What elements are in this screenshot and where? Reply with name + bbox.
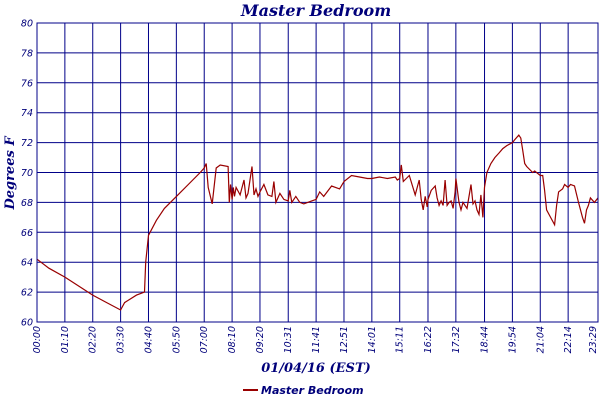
x-axis-label: 01/04/16 (EST) [261, 361, 371, 376]
y-tick-label: 62 [21, 288, 33, 299]
x-tick-label: 12:51 [339, 326, 350, 353]
plot-frame [36, 22, 599, 323]
x-tick-label: 19:54 [507, 326, 518, 353]
legend: Master Bedroom [243, 384, 364, 397]
x-tick-label: 04:40 [143, 326, 154, 353]
x-tick-label: 08:10 [227, 326, 238, 353]
y-tick-label: 68 [21, 198, 33, 209]
x-tick-label: 23:29 [588, 326, 599, 353]
x-tick-label: 01:10 [60, 326, 71, 353]
x-tick-label: 17:32 [451, 326, 462, 353]
x-tick-label: 02:20 [88, 326, 99, 353]
legend-label: Master Bedroom [261, 384, 364, 397]
x-tick-label: 03:30 [116, 326, 127, 353]
x-tick-label: 00:00 [32, 326, 43, 353]
y-tick-label: 64 [21, 258, 33, 269]
x-tick-label: 09:20 [255, 326, 266, 353]
y-tick-label: 78 [21, 48, 33, 59]
x-tick-labels: 00:00 01:10 02:20 03:30 04:40 05:50 07:00 08:10… [32, 326, 599, 353]
y-tick-label: 74 [21, 108, 33, 119]
x-tick-label: 22:14 [563, 326, 574, 353]
series-line-master-bedroom [36, 134, 599, 311]
x-tick-label: 07:00 [199, 326, 210, 353]
x-tick-label: 21:04 [535, 326, 546, 353]
x-tick-label: 15:11 [395, 326, 406, 353]
y-tick-label: 72 [21, 138, 33, 149]
y-tick-labels: 60 62 64 66 68 70 72 74 76 78 80 [21, 19, 33, 329]
x-tick-label: 10:31 [283, 326, 294, 353]
y-axis-label: Degrees F [3, 136, 18, 211]
y-tick-label: 76 [21, 78, 33, 89]
y-tick-label: 80 [21, 19, 33, 30]
x-tick-label: 18:44 [480, 326, 491, 353]
grid [36, 22, 599, 323]
chart-title: Master Bedroom [240, 1, 391, 20]
x-tick-label: 14:01 [367, 326, 378, 353]
x-tick-label: 16:22 [423, 326, 434, 353]
y-tick-label: 66 [21, 228, 33, 239]
x-tick-label: 11:41 [311, 326, 322, 353]
y-tick-label: 70 [21, 168, 33, 179]
y-tick-label: 60 [21, 318, 33, 329]
x-tick-label: 05:50 [171, 326, 182, 353]
